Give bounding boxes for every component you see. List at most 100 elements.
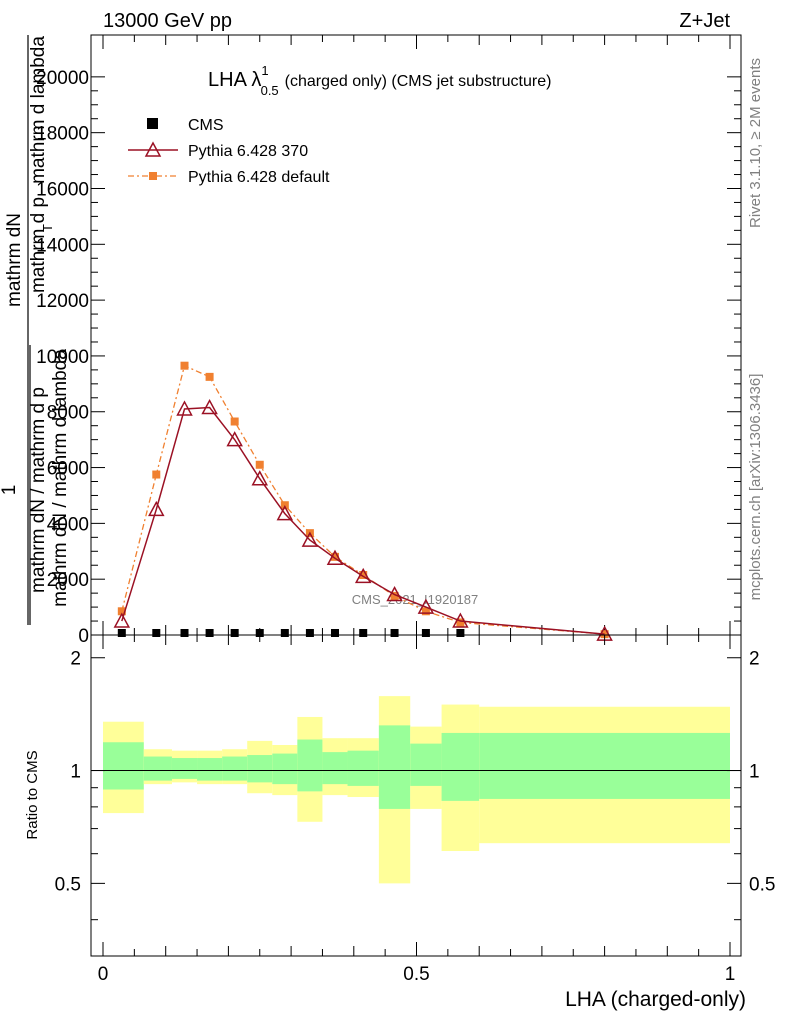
ratio-ytick-label-right: 1 xyxy=(749,762,760,783)
ylabel-top-dlambda: mathrm d lambda xyxy=(28,36,49,184)
header-left-label: 13000 GeV pp xyxy=(103,10,232,32)
ratio-ytick-label-right: 0.5 xyxy=(749,874,775,895)
pythia-default-point xyxy=(117,607,126,616)
pythia-default-point xyxy=(255,460,264,469)
main-y-axis-label: mathrm dN mathrm d p T mathrm d lambda 1… xyxy=(0,35,71,625)
main-ytick-label: 12000 xyxy=(36,291,89,312)
ylabel-bottom-dlambda: mathrm dN / mathrm d lambda xyxy=(50,349,71,607)
x-axis-label: LHA (charged-only) xyxy=(565,988,746,1011)
ratio-inner-band xyxy=(297,739,323,792)
pythia-370-point xyxy=(452,612,469,628)
ratio-inner-band xyxy=(197,758,223,781)
side-label-mcplots: mcplots.cern.ch [arXiv:1306.3436] xyxy=(747,374,764,601)
pythia-370-point xyxy=(201,398,218,415)
ratio-ytick-label: 1 xyxy=(70,762,81,783)
pythia-370-point xyxy=(417,598,435,614)
title-superscript: 1 xyxy=(261,63,268,78)
x-tick-label: 0.5 xyxy=(403,964,429,985)
pythia-370-point xyxy=(226,431,243,447)
cms-data-point xyxy=(230,629,239,637)
legend-pdef-marker xyxy=(149,172,157,180)
title-main: LHA λ xyxy=(208,69,261,91)
ratio-inner-band xyxy=(441,732,480,801)
pythia-370-point xyxy=(113,612,131,628)
pythia-default-point xyxy=(359,571,368,579)
main-ytick-label: 2000 xyxy=(47,570,89,591)
x-tick-label: 1 xyxy=(725,964,736,985)
cms-data-point xyxy=(421,629,430,637)
legend-p370-label: Pythia 6.428 370 xyxy=(188,143,308,160)
ratio-inner-band xyxy=(171,758,198,779)
pythia-370-point xyxy=(386,585,403,602)
title-subscript: 0.5 xyxy=(261,83,279,98)
ratio-inner-band xyxy=(347,750,379,786)
pythia-default-point xyxy=(230,417,239,426)
main-series-layer xyxy=(113,361,613,641)
pythia-370-point xyxy=(354,567,372,584)
pythia-370-point xyxy=(301,531,319,547)
pythia-default-point xyxy=(180,361,189,370)
pythia-370-point xyxy=(276,505,294,521)
cms-data-point xyxy=(456,629,465,637)
main-ytick-label: 20000 xyxy=(36,68,89,89)
main-ytick-label: 4000 xyxy=(47,514,89,535)
pythia-default-point xyxy=(456,618,465,627)
cms-data-point xyxy=(390,629,399,637)
pythia-default-point xyxy=(421,607,430,616)
main-ytick-label: 16000 xyxy=(36,179,89,200)
cms-data-point xyxy=(255,629,264,637)
ylabel-top-dpt: mathrm d p xyxy=(28,197,49,293)
ylabel-bottom-dpt: mathrm dN / mathrm d p xyxy=(28,387,49,593)
cms-data-point xyxy=(305,629,314,637)
ylabel-top-num: mathrm dN xyxy=(4,213,25,307)
ratio-axis-ticks xyxy=(91,635,741,956)
ratio-inner-band xyxy=(272,753,298,785)
cms-data-point xyxy=(359,629,368,637)
ylabel-top-dpt-sub: T xyxy=(40,224,55,232)
side-label-rivet: Rivet 3.1.10, ≥ 2M events xyxy=(747,58,764,228)
header-right-label: Z+Jet xyxy=(679,10,730,32)
pythia-370-point xyxy=(148,500,165,517)
cms-data-point xyxy=(330,629,339,637)
pythia-370-point xyxy=(176,400,193,416)
ratio-inner-band xyxy=(222,756,248,781)
legend: CMS Pythia 6.428 370 Pythia 6.428 defaul… xyxy=(128,117,330,186)
main-ytick-label: 18000 xyxy=(36,124,89,145)
main-ytick-label: 10000 xyxy=(36,347,89,368)
pythia-default-point xyxy=(330,552,339,561)
ratio-inner-band xyxy=(479,732,730,799)
x-tick-label: 0 xyxy=(98,964,109,985)
pythia-default-point xyxy=(205,372,214,381)
legend-cms-label: CMS xyxy=(188,117,224,134)
ratio-ytick-label: 2 xyxy=(70,649,81,670)
ratio-inner-band xyxy=(143,756,172,781)
cms-data-point xyxy=(205,629,214,637)
ratio-ytick-label-right: 2 xyxy=(749,649,760,670)
main-axis-ticks xyxy=(91,35,741,636)
pythia-370-point xyxy=(251,470,269,486)
plot-title: LHA λ1 0.5 (charged only) (CMS jet substru… xyxy=(208,63,551,98)
pythia-370-point xyxy=(326,549,344,566)
analysis-watermark: CMS_2021_I1920187 xyxy=(352,592,479,607)
cms-data-point xyxy=(117,629,126,637)
legend-cms-marker xyxy=(147,118,158,129)
ratio-inner-band xyxy=(378,725,411,809)
main-ytick-label: 6000 xyxy=(47,459,89,480)
ratio-y-axis-label: Ratio to CMS xyxy=(24,750,41,839)
main-ytick-label: 8000 xyxy=(47,403,89,424)
pythia-default-point xyxy=(152,470,161,479)
cms-data-point xyxy=(152,629,161,637)
ylabel-one: 1 xyxy=(0,485,20,496)
ratio-inner-band xyxy=(103,742,144,790)
title-rest: (charged only) (CMS jet substructure) xyxy=(285,73,552,90)
cms-data-point xyxy=(180,629,189,637)
ratio-inner-band xyxy=(247,755,273,783)
legend-pdef-label: Pythia 6.428 default xyxy=(188,169,330,186)
ratio-ytick-label: 0.5 xyxy=(55,874,81,895)
ratio-y-tick-labels: 0.5 0.5 1 1 2 2 xyxy=(55,649,776,896)
main-y-tick-labels: 0 2000 4000 6000 8000 10000 12000 14000 16000 180… xyxy=(36,68,89,647)
x-tick-labels: 0 0.5 1 xyxy=(98,964,736,985)
main-ytick-label: 0 xyxy=(78,626,89,647)
legend-p370-marker xyxy=(144,141,162,157)
